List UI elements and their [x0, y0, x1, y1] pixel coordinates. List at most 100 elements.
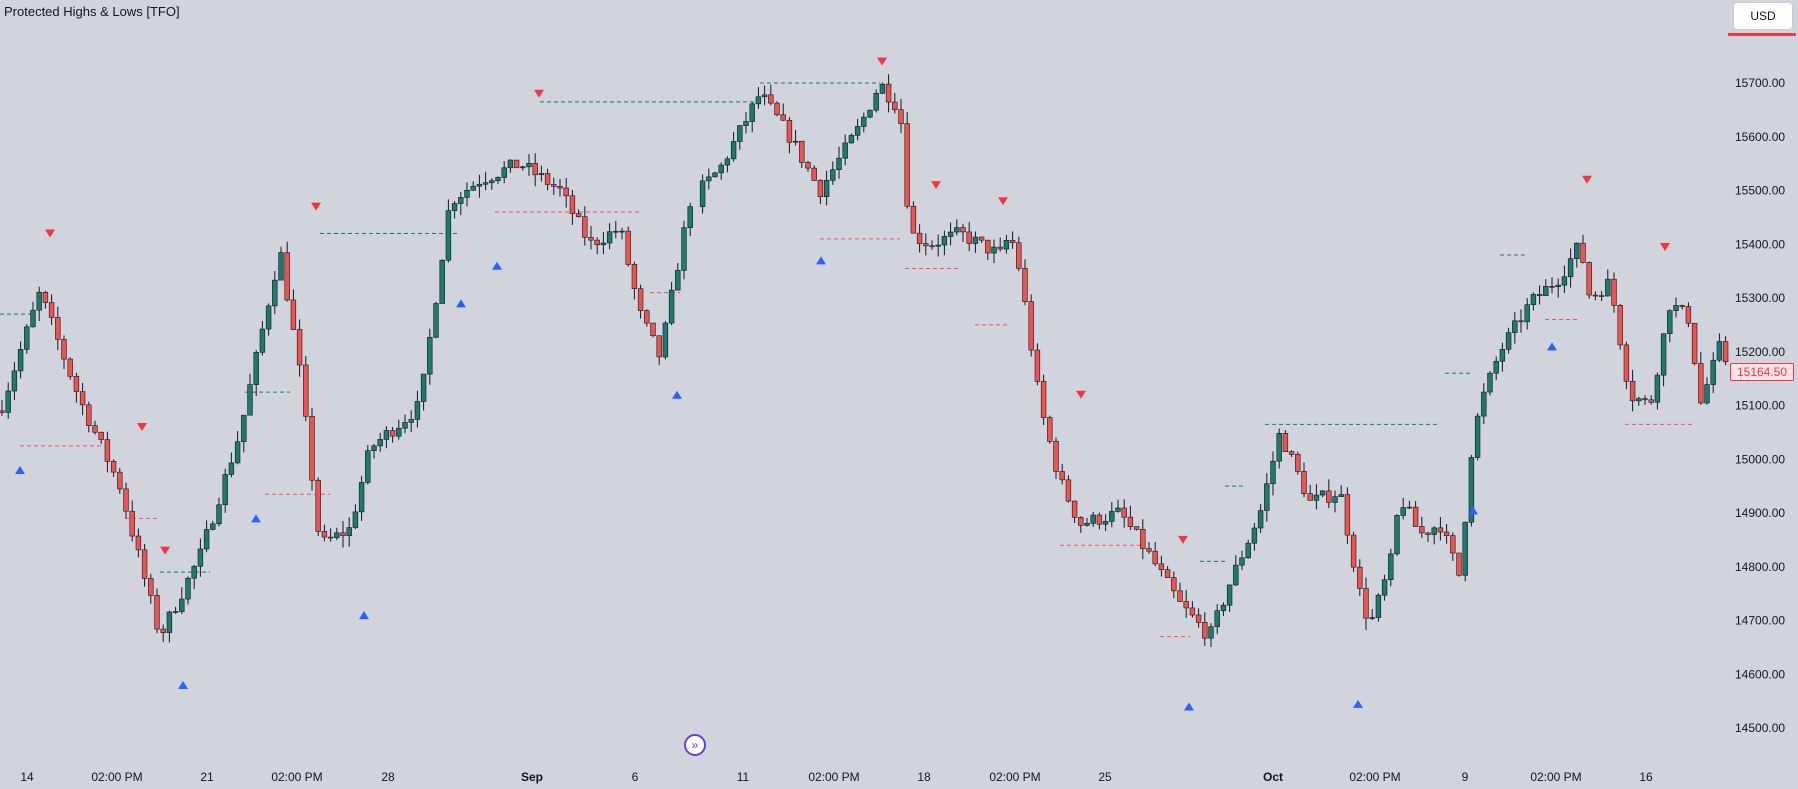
candle	[755, 87, 762, 109]
candle-body	[817, 180, 824, 198]
swing-low-marker	[1184, 702, 1194, 711]
candle-body	[699, 180, 706, 207]
candle	[699, 174, 706, 214]
candle-body	[445, 210, 452, 261]
candle-body	[55, 317, 61, 340]
candle	[631, 261, 638, 300]
candle-body	[1344, 494, 1351, 536]
candle-body	[1419, 526, 1425, 534]
price-axis[interactable]: 15700.00 15600.00 15500.00 15400.00 15300.00…	[1735, 76, 1785, 735]
candle	[1412, 501, 1419, 527]
swing-low-marker	[492, 261, 502, 270]
candle-body	[929, 245, 935, 248]
swing-low-marker	[672, 390, 682, 399]
candle	[377, 432, 383, 452]
candle	[582, 206, 588, 246]
candle-body	[1493, 360, 1499, 374]
candle-body	[1543, 286, 1549, 296]
candles	[0, 74, 1729, 648]
candle	[427, 328, 433, 385]
price-tick-label: 14600.00	[1735, 667, 1785, 681]
candle-body	[247, 384, 253, 416]
candle-body	[780, 114, 786, 121]
candle	[1710, 352, 1716, 394]
candle	[358, 475, 365, 521]
candle	[737, 125, 743, 150]
swing-high-marker	[137, 423, 147, 431]
currency-button[interactable]: USD	[1733, 2, 1793, 30]
candle	[1146, 542, 1152, 555]
candle	[1400, 497, 1406, 520]
candle	[1140, 519, 1146, 560]
candle	[489, 178, 495, 190]
candle	[1357, 559, 1363, 597]
candle	[216, 497, 222, 527]
candle-body	[1691, 322, 1698, 364]
candle	[929, 240, 935, 250]
swing-low-marker	[178, 681, 188, 689]
candle-body	[377, 439, 383, 447]
candle	[1468, 454, 1475, 527]
candle	[259, 321, 266, 356]
candle-body	[569, 195, 576, 214]
candle	[458, 191, 464, 216]
candle-body	[1679, 305, 1685, 307]
candle	[1549, 277, 1555, 294]
candle-body	[352, 511, 359, 528]
candle-body	[582, 216, 588, 238]
candle-body	[334, 532, 340, 539]
candle	[334, 527, 340, 541]
candle-body	[885, 83, 892, 103]
candle-body	[1667, 310, 1673, 335]
time-tick-label: 25	[1098, 770, 1112, 784]
candle	[1691, 322, 1698, 366]
candle-body	[538, 173, 545, 176]
candle-body	[464, 189, 470, 198]
time-tick-label: 21	[200, 770, 214, 784]
candle-body	[507, 159, 514, 169]
candle-body	[526, 162, 532, 168]
candle	[1660, 333, 1667, 387]
candle	[1598, 290, 1605, 301]
candle-body	[1102, 521, 1109, 525]
candle	[79, 382, 86, 416]
candle-body	[551, 184, 557, 187]
candle	[222, 468, 228, 513]
candle-body	[737, 125, 743, 142]
candle	[985, 239, 991, 260]
candle-body	[234, 441, 241, 464]
candle-body	[340, 532, 346, 537]
candle-body	[867, 109, 873, 118]
candle-body	[675, 270, 681, 291]
price-tick-label: 14800.00	[1735, 560, 1785, 574]
time-tick-label: 28	[381, 770, 395, 784]
candle-body	[805, 162, 811, 169]
go-to-realtime-icon[interactable]: »	[684, 734, 706, 756]
candle-body	[1357, 566, 1363, 589]
candle-body	[408, 419, 414, 423]
candle-body	[1220, 604, 1227, 611]
candle	[1629, 369, 1636, 412]
candle-body	[668, 289, 675, 324]
candle	[1524, 297, 1530, 330]
time-axis[interactable]: 14 02:00 PM 21 02:00 PM 28 Sep 6 11 02:00 PM 18 02…	[20, 770, 1653, 784]
candle-body	[947, 231, 954, 237]
candle-body	[73, 376, 80, 392]
candle	[644, 309, 650, 327]
candle	[1456, 552, 1462, 577]
candle	[1288, 450, 1295, 458]
candle	[935, 234, 941, 257]
candle	[941, 230, 948, 256]
candle	[1158, 555, 1165, 577]
candle-body	[1034, 349, 1041, 382]
candle	[625, 226, 631, 267]
candle-body	[563, 187, 569, 197]
candle	[1543, 279, 1549, 296]
swing-high-marker	[998, 197, 1008, 206]
swing-high-marker	[534, 89, 544, 98]
candle-body	[774, 102, 780, 116]
candle	[1078, 516, 1084, 533]
candle	[848, 133, 855, 144]
candle-body	[1214, 610, 1220, 628]
